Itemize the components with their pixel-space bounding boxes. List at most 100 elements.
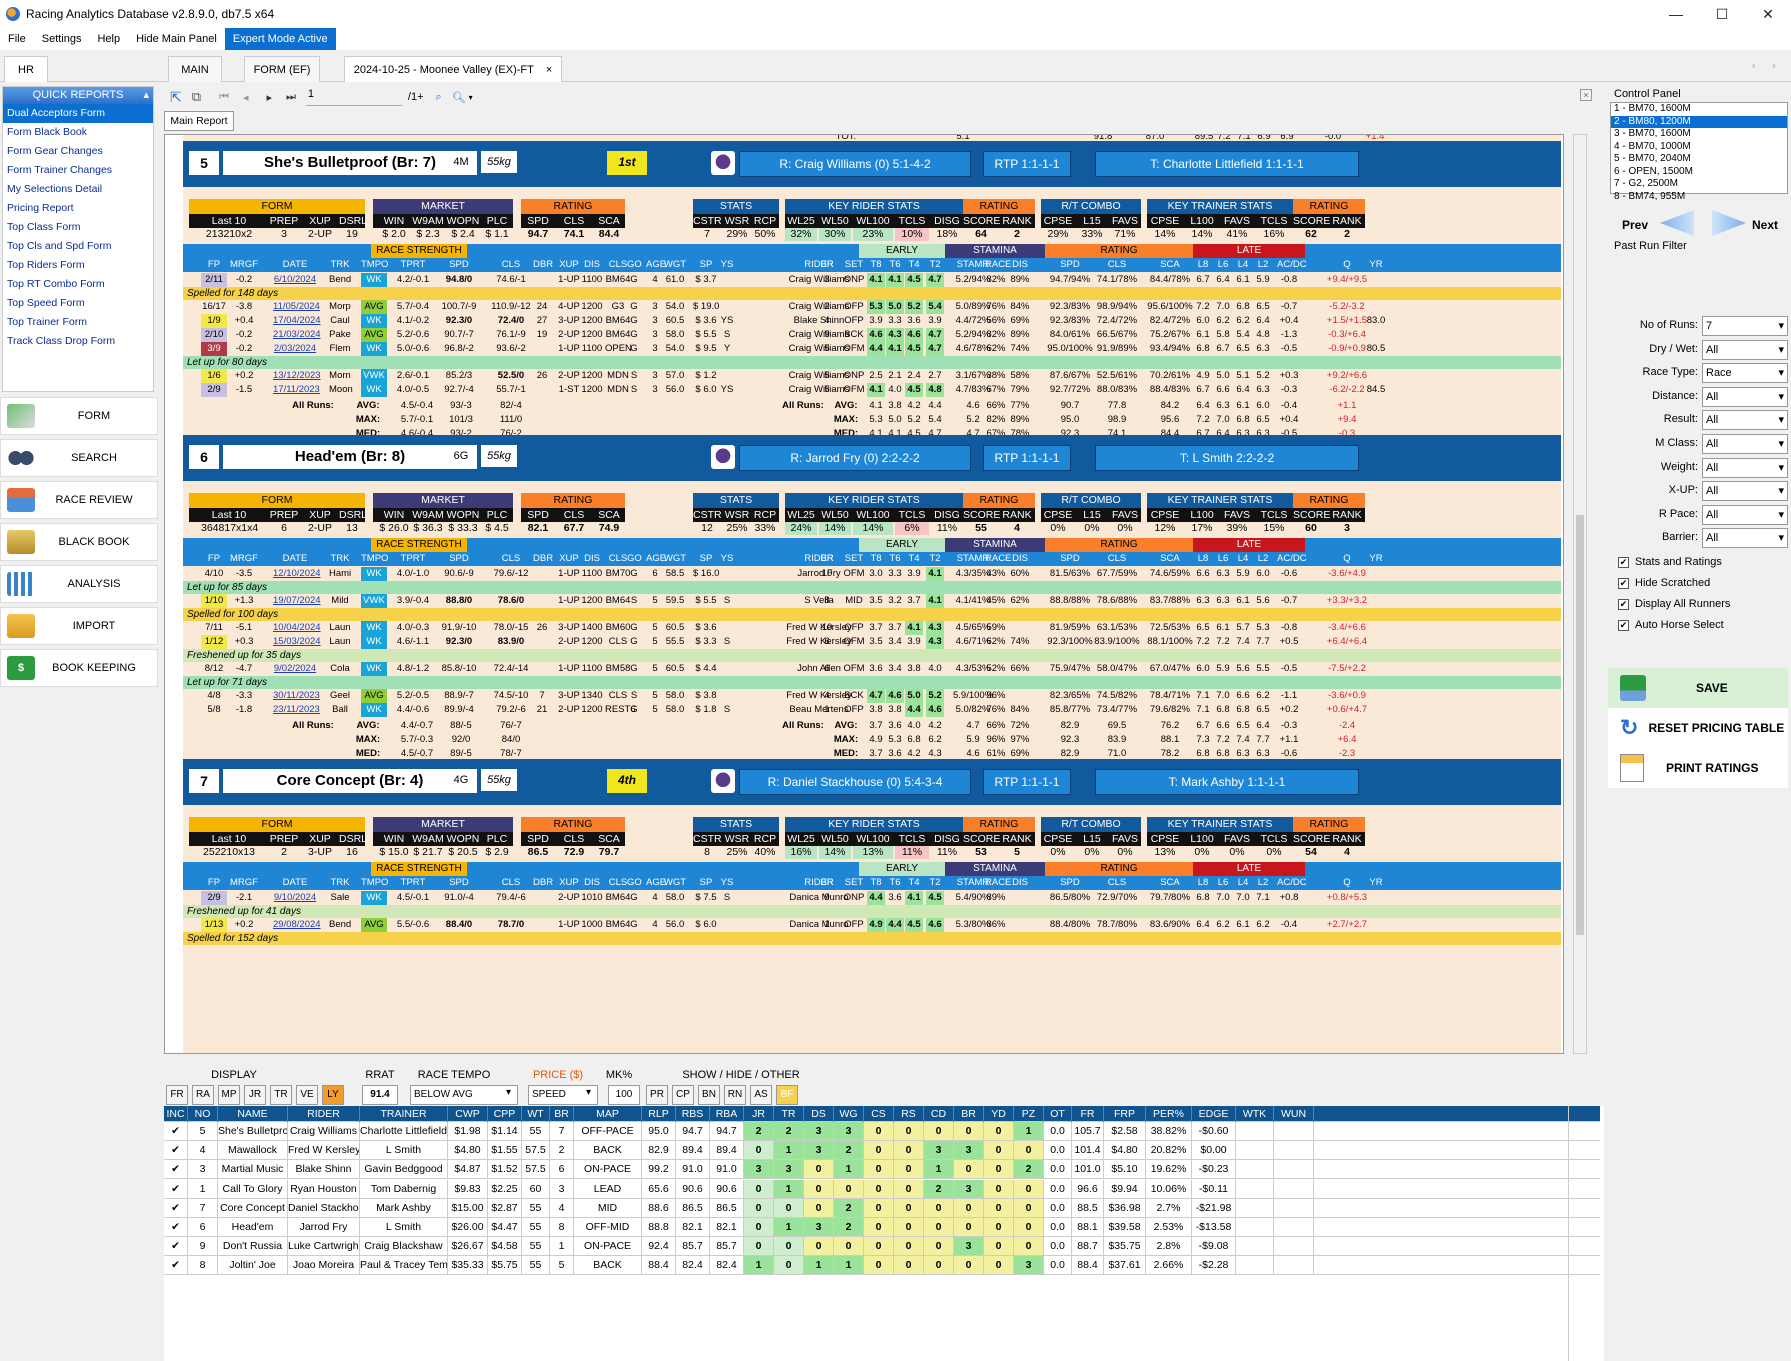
show-toggle-bf[interactable]: BF xyxy=(776,1085,798,1105)
quick-report-item[interactable]: Form Black Book xyxy=(7,126,87,138)
pricing-column-header[interactable]: WTK xyxy=(1236,1106,1274,1122)
quick-report-item[interactable]: Dual Acceptors Form xyxy=(3,104,153,123)
form-cell[interactable]: Jarrod Fry xyxy=(797,568,841,579)
tab-main[interactable]: MAIN xyxy=(168,56,222,82)
rider-stats-button[interactable]: R: Daniel Stackhouse (0) 5:4-3-4 xyxy=(739,769,971,795)
pricing-column-header[interactable]: FRP xyxy=(1104,1106,1146,1122)
reset-pricing-button[interactable]: ↻ RESET PRICING TABLE xyxy=(1608,708,1788,748)
pricing-row[interactable]: ✔ 3 Martial Music Blake Shinn Gavin Bedggood… xyxy=(164,1160,1600,1180)
pricing-column-header[interactable]: CWP xyxy=(448,1106,488,1122)
show-toggle-bn[interactable]: BN xyxy=(698,1085,720,1105)
form-line-row[interactable]: 1/13 +0.2 29/08/2024 Bend AVG 5.5/-0.6 88.4/0 7… xyxy=(183,918,1561,932)
form-cell[interactable]: 10/04/2024 xyxy=(273,622,321,633)
form-cell[interactable]: Craig Williams xyxy=(788,301,850,312)
pricing-column-header[interactable]: PZ xyxy=(1014,1106,1044,1122)
pricing-column-header[interactable]: RS xyxy=(894,1106,924,1122)
pricing-column-header[interactable]: BR xyxy=(954,1106,984,1122)
pricing-column-header[interactable]: PER% xyxy=(1146,1106,1192,1122)
filter-select[interactable]: All xyxy=(1702,410,1788,431)
race-list-item[interactable]: 7 - G2, 2500M xyxy=(1614,178,1678,189)
main-report-tab[interactable]: Main Report xyxy=(164,111,234,131)
runner-name[interactable]: She's Bulletproof (Br: 7) xyxy=(223,151,477,175)
prev-race-button[interactable]: Prev xyxy=(1622,218,1649,232)
last-page-icon[interactable]: ⏭ xyxy=(286,90,296,103)
pricing-row[interactable]: ✔ 6 Head'em Jarrod Fry L Smith $26.00 $4.47 55 8… xyxy=(164,1218,1600,1237)
form-cell[interactable]: 9/10/2024 xyxy=(273,892,317,903)
form-line-row[interactable]: 7/11 -5.1 10/04/2024 Laun WK 4.0/-0.3 91.9/-10… xyxy=(183,621,1561,635)
form-cell[interactable]: Fred W Kersley xyxy=(786,690,852,701)
runner-name[interactable]: Head'em (Br: 8) xyxy=(223,445,477,469)
checkbox-checked-icon[interactable]: ✔ xyxy=(1618,577,1629,589)
form-cell[interactable]: Beau Mertens xyxy=(789,704,849,715)
quick-report-item[interactable]: Track Class Drop Form xyxy=(7,335,116,347)
display-toggle-ve[interactable]: VE xyxy=(296,1085,318,1105)
filter-select[interactable]: All xyxy=(1702,457,1788,478)
nav-book-keeping-button[interactable]: $ BOOK KEEPING xyxy=(0,649,158,687)
pricing-row[interactable]: ✔ 1 Call To Glory Ryan Houston Tom Dabernig $… xyxy=(164,1179,1600,1199)
show-toggle-pr[interactable]: PR xyxy=(646,1085,668,1105)
form-cell[interactable]: Danica Munro xyxy=(789,892,849,903)
form-line-row[interactable]: 4/8 -3.3 30/11/2023 Geel AVG 5.2/-0.5 88.9/-7 7… xyxy=(183,689,1561,703)
race-list-item[interactable]: 1 - BM70, 1600M xyxy=(1614,103,1691,114)
pricing-row[interactable]: ✔ 8 Joltin' Joe Joao Moreira Paul & Tracey T… xyxy=(164,1256,1600,1276)
minimize-button[interactable]: — xyxy=(1669,6,1683,22)
filter-select[interactable]: All xyxy=(1702,504,1788,525)
scrollbar-thumb[interactable] xyxy=(1576,515,1584,935)
form-cell[interactable]: Fred W Kersley xyxy=(786,636,852,647)
menu-settings[interactable]: Settings xyxy=(41,33,82,45)
nav-race-review-button[interactable]: RACE REVIEW xyxy=(0,481,158,519)
display-toggle-fr[interactable]: FR xyxy=(166,1085,188,1105)
tab-scroll-left-icon[interactable]: ‹ xyxy=(1752,60,1756,72)
find-icon[interactable]: ⌕ xyxy=(435,90,442,103)
report-scrollbar[interactable] xyxy=(1573,134,1587,1054)
pricing-column-header[interactable]: INC xyxy=(164,1106,188,1122)
checkbox-checked-icon[interactable]: ✔ xyxy=(1618,598,1629,610)
runner-name[interactable]: Core Concept (Br: 4) xyxy=(223,769,477,793)
form-cell[interactable]: Craig Williams xyxy=(788,384,850,395)
pricing-row[interactable]: ✔ 9 Don't Russia Luke Cartwright Craig Black… xyxy=(164,1237,1600,1257)
filter-select[interactable]: All xyxy=(1702,528,1788,549)
price-basis-select[interactable]: SPEED xyxy=(528,1085,598,1105)
pricing-column-header[interactable]: JR xyxy=(744,1106,774,1122)
next-race-button[interactable]: Next xyxy=(1752,218,1779,232)
tab-scroll-right-icon[interactable]: › xyxy=(1772,60,1776,72)
pricing-column-header[interactable]: RLP xyxy=(642,1106,676,1122)
form-cell[interactable]: 2/03/2024 xyxy=(273,343,317,354)
pricing-column-header[interactable]: RBA xyxy=(710,1106,744,1122)
close-window-button[interactable]: ✕ xyxy=(1762,5,1774,22)
form-cell[interactable]: Fred W Kersley xyxy=(786,622,852,633)
rrat-value[interactable]: 91.4 xyxy=(362,1085,398,1105)
form-cell[interactable]: 13/12/2023 xyxy=(273,370,321,381)
form-cell[interactable]: 9/02/2024 xyxy=(273,663,317,674)
form-cell[interactable]: Danica Munro xyxy=(789,919,849,930)
nav-search-button[interactable]: SEARCH xyxy=(0,439,158,477)
quick-report-item[interactable]: Top Riders Form xyxy=(7,259,85,271)
form-cell[interactable]: Craig Williams xyxy=(788,370,850,381)
checkbox-checked-icon[interactable]: ✔ xyxy=(1618,619,1629,631)
race-list-item[interactable]: 4 - BM70, 1000M xyxy=(1614,140,1691,152)
pricing-column-header[interactable]: TR xyxy=(774,1106,804,1122)
pricing-column-header[interactable]: TRAINER xyxy=(360,1106,448,1122)
pricing-column-header[interactable]: EDGE xyxy=(1192,1106,1236,1122)
pricing-column-header[interactable]: RIDER xyxy=(288,1106,360,1122)
tab-hr[interactable]: HR xyxy=(4,56,48,82)
quick-report-item[interactable]: Form Trainer Changes xyxy=(7,164,113,176)
pricing-column-header[interactable]: OT xyxy=(1044,1106,1072,1122)
nav-import-button[interactable]: IMPORT xyxy=(0,607,158,645)
include-checkbox[interactable]: ✔ xyxy=(164,1256,188,1275)
menu-help[interactable]: Help xyxy=(97,33,121,45)
show-toggle-rn[interactable]: RN xyxy=(724,1085,746,1105)
next-arrow-icon[interactable] xyxy=(1712,210,1746,236)
race-tempo-select[interactable]: BELOW AVG xyxy=(410,1085,518,1105)
tempo-dropdown-icon[interactable]: ▾ xyxy=(506,1087,512,1098)
form-cell[interactable]: 19/07/2024 xyxy=(273,595,321,606)
form-line-row[interactable]: 1/9 +0.4 17/04/2024 Caul WK 4.1/-0.2 92.3/0 72.… xyxy=(183,314,1561,328)
next-page-icon[interactable]: ▸ xyxy=(266,91,272,104)
pricing-row[interactable]: ✔ 4 Mawallock Fred W Kersley L Smith $4.80 $1.… xyxy=(164,1141,1600,1161)
rider-stats-button[interactable]: R: Craig Williams (0) 5:1-4-2 xyxy=(739,151,971,177)
include-checkbox[interactable]: ✔ xyxy=(164,1122,188,1140)
filter-select[interactable]: Race xyxy=(1702,363,1788,384)
include-checkbox[interactable]: ✔ xyxy=(164,1198,188,1217)
form-line-row[interactable]: 1/6 +0.2 13/12/2023 Morn VWK 2.6/-0.1 85.2/3 52… xyxy=(183,369,1561,383)
